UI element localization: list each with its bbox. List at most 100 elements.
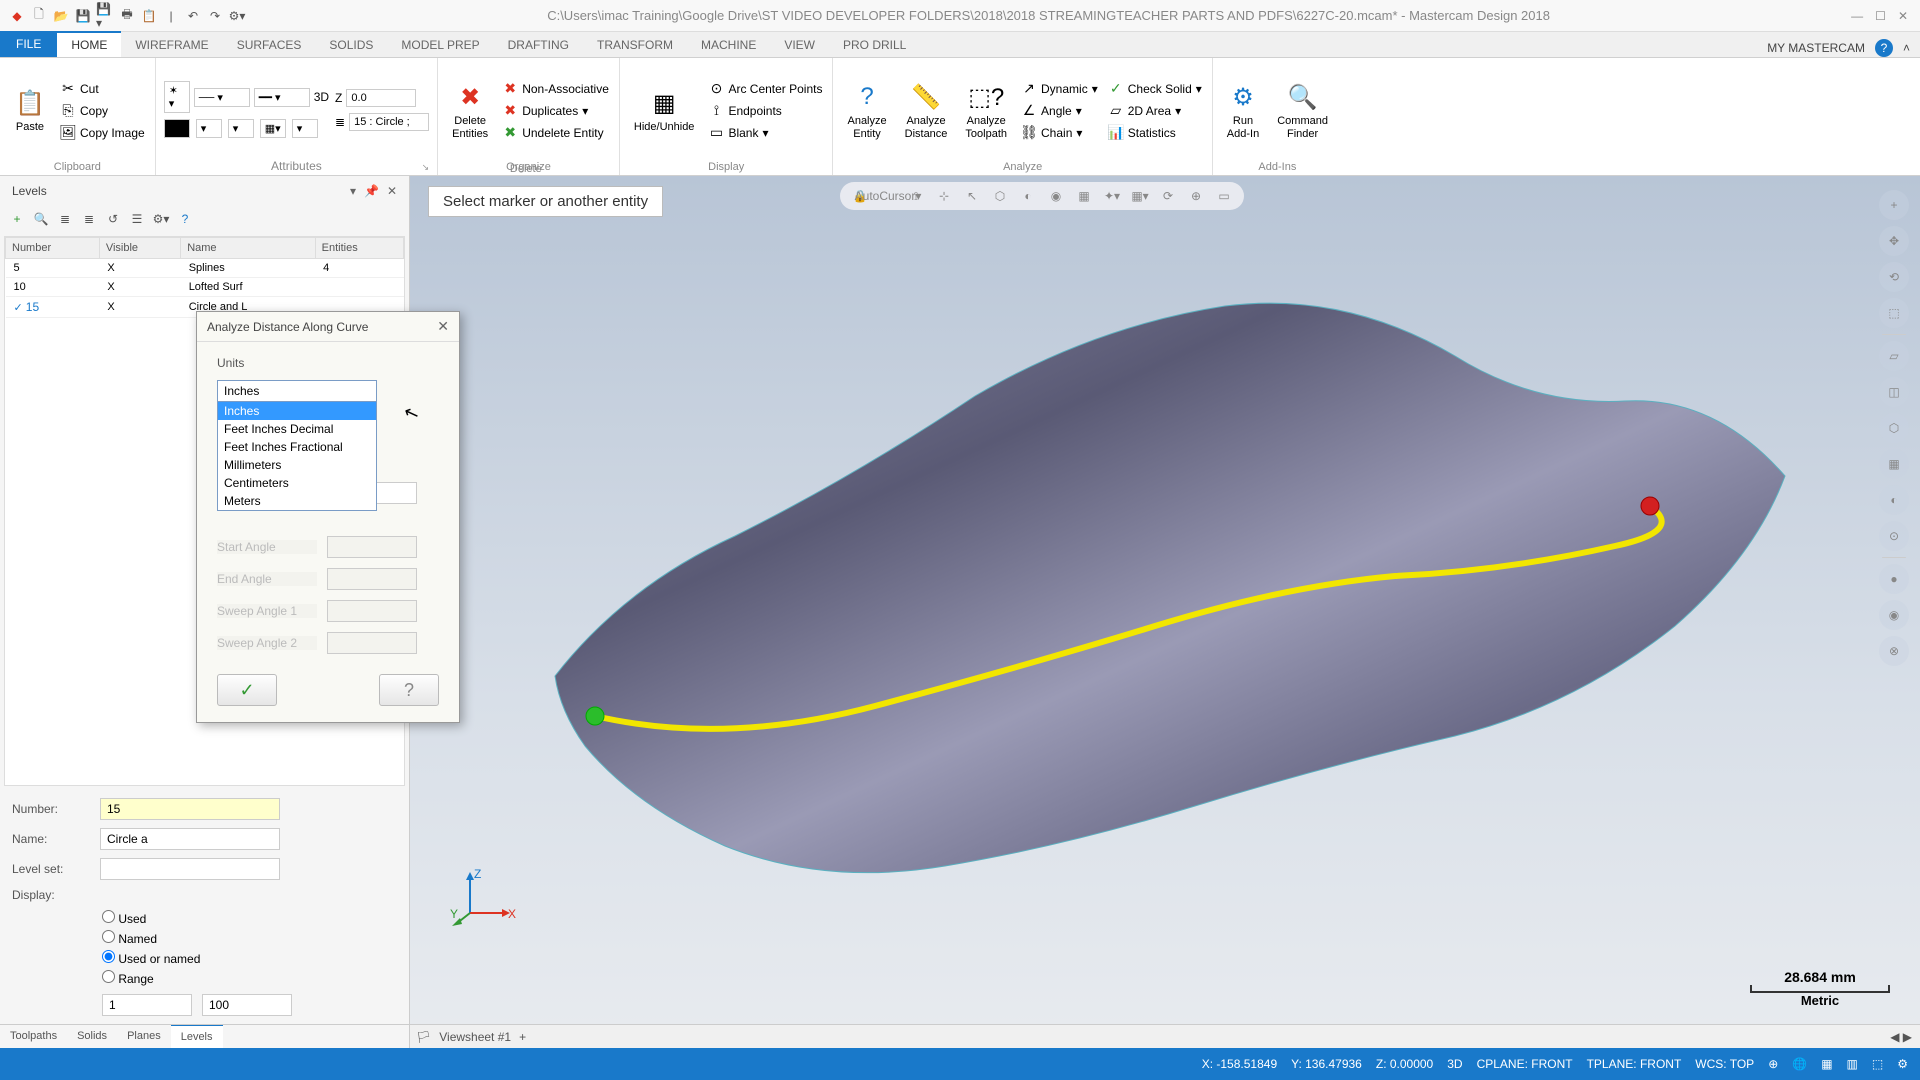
snap4-icon[interactable]: ⬡ bbox=[990, 186, 1010, 206]
help-icon[interactable]: ? bbox=[1875, 39, 1893, 57]
rt-view6-icon[interactable]: ⊙ bbox=[1879, 521, 1909, 551]
add-level-icon[interactable]: + bbox=[8, 210, 26, 228]
sb-icon3[interactable]: ▦ bbox=[1821, 1057, 1832, 1071]
my-mastercam-link[interactable]: MY MASTERCAM bbox=[1767, 41, 1865, 55]
number-input[interactable] bbox=[100, 798, 280, 820]
hideunhide-button[interactable]: ▦ Hide/Unhide bbox=[628, 85, 701, 135]
copy-button[interactable]: ⎘Copy bbox=[58, 101, 147, 121]
rt-view2-icon[interactable]: ◫ bbox=[1879, 377, 1909, 407]
units-combo[interactable]: Inches Inches Feet Inches Decimal Feet I… bbox=[217, 380, 377, 402]
dialog-ok-button[interactable]: ✓ bbox=[217, 674, 277, 706]
undelete-button[interactable]: ✖Undelete Entity bbox=[500, 123, 611, 143]
qat-print-icon[interactable]: 🖶 bbox=[118, 7, 136, 25]
autocursor-toggle[interactable]: AutoCursor ▾ bbox=[878, 186, 898, 206]
radio-usedornamed[interactable]: Used or named bbox=[102, 950, 397, 966]
status-wcs[interactable]: WCS: TOP bbox=[1695, 1057, 1754, 1071]
sb-icon1[interactable]: ⊕ bbox=[1768, 1057, 1778, 1071]
panel-dropdown-icon[interactable]: ▾ bbox=[350, 184, 356, 198]
col-number[interactable]: Number bbox=[6, 238, 100, 259]
statistics-button[interactable]: 📊Statistics bbox=[1106, 123, 1204, 143]
tab-modelprep[interactable]: MODEL PREP bbox=[387, 33, 493, 57]
checksolid-button[interactable]: ✓Check Solid ▾ bbox=[1106, 79, 1204, 99]
qat-saveas-icon[interactable]: 💾▾ bbox=[96, 7, 114, 25]
ptab-levels[interactable]: Levels bbox=[171, 1025, 223, 1048]
qat-open-icon[interactable]: 📂 bbox=[52, 7, 70, 25]
viewport[interactable]: Select marker or another entity 🔒 AutoCu… bbox=[410, 176, 1920, 1048]
arccenter-button[interactable]: ⊙Arc Center Points bbox=[706, 79, 824, 99]
linestyle-combo[interactable]: ── ▾ bbox=[194, 88, 250, 107]
units-option[interactable]: Feet Inches Fractional bbox=[218, 438, 376, 456]
misc-combo[interactable]: ▾ bbox=[292, 119, 318, 138]
viewsheet-tab[interactable]: Viewsheet #1 bbox=[439, 1030, 511, 1044]
qat-clipboard-icon[interactable]: 📋 bbox=[140, 7, 158, 25]
panel-close-icon[interactable]: ✕ bbox=[387, 184, 397, 198]
tab-wireframe[interactable]: WIREFRAME bbox=[121, 33, 222, 57]
ptab-toolpaths[interactable]: Toolpaths bbox=[0, 1025, 67, 1048]
level-combo[interactable] bbox=[349, 113, 429, 131]
angle-button[interactable]: ∠Angle ▾ bbox=[1019, 101, 1100, 121]
curve-start-marker[interactable] bbox=[586, 707, 604, 725]
col-visible[interactable]: Visible bbox=[99, 238, 180, 259]
delete-entities-button[interactable]: ✖ Delete Entities bbox=[446, 79, 494, 141]
table-row[interactable]: 5XSplines4 bbox=[6, 259, 404, 278]
color1-combo[interactable]: ▾ bbox=[164, 119, 190, 138]
grid-combo[interactable]: ▦▾ bbox=[260, 119, 286, 138]
analyze-entity-button[interactable]: ?Analyze Entity bbox=[841, 79, 892, 141]
snap5-icon[interactable]: ◐ bbox=[1018, 186, 1038, 206]
sb-icon4[interactable]: ▥ bbox=[1847, 1057, 1858, 1071]
units-option[interactable]: Feet Inches Decimal bbox=[218, 420, 376, 438]
levelset-input[interactable] bbox=[100, 858, 280, 880]
runaddin-button[interactable]: ⚙Run Add-In bbox=[1221, 79, 1265, 141]
help-panel-icon[interactable]: ? bbox=[176, 210, 194, 228]
z-input[interactable] bbox=[346, 89, 416, 107]
minimize-icon[interactable]: — bbox=[1851, 9, 1863, 23]
analyze-toolpath-button[interactable]: ⬚?Analyze Toolpath bbox=[959, 79, 1013, 141]
tab-solids[interactable]: SOLIDS bbox=[315, 33, 387, 57]
tab-home[interactable]: HOME bbox=[57, 31, 121, 57]
layers1-icon[interactable]: ≣ bbox=[56, 210, 74, 228]
ptab-planes[interactable]: Planes bbox=[117, 1025, 171, 1048]
rt-pan-icon[interactable]: ✥ bbox=[1879, 226, 1909, 256]
viewsheet-icon[interactable]: 🏳 bbox=[416, 1030, 431, 1044]
close-icon[interactable]: ✕ bbox=[1898, 9, 1908, 23]
rt-shade3-icon[interactable]: ⊗ bbox=[1879, 636, 1909, 666]
rt-view1-icon[interactable]: ▱ bbox=[1879, 341, 1909, 371]
radio-used[interactable]: Used bbox=[102, 910, 397, 926]
snap1-icon[interactable]: ⟟ bbox=[906, 186, 926, 206]
rt-shade2-icon[interactable]: ◉ bbox=[1879, 600, 1909, 630]
color2-combo[interactable]: ▾ bbox=[196, 119, 222, 138]
nonassoc-button[interactable]: ✖Non-Associative bbox=[500, 79, 611, 99]
curve-end-marker[interactable] bbox=[1641, 497, 1659, 515]
qat-undo-icon[interactable]: ↶ bbox=[184, 7, 202, 25]
ptab-solids[interactable]: Solids bbox=[67, 1025, 117, 1048]
tab-machine[interactable]: MACHINE bbox=[687, 33, 770, 57]
sb-icon5[interactable]: ⬚ bbox=[1872, 1057, 1883, 1071]
find-icon[interactable]: 🔍 bbox=[32, 210, 50, 228]
rt-shade1-icon[interactable]: ● bbox=[1879, 564, 1909, 594]
dynamic-button[interactable]: ↗Dynamic ▾ bbox=[1019, 79, 1100, 99]
viewsheet-add[interactable]: + bbox=[519, 1030, 526, 1044]
ribbon-collapse-icon[interactable]: ˄ bbox=[1903, 41, 1910, 55]
range-from-input[interactable] bbox=[102, 994, 192, 1016]
gear-icon[interactable]: ⚙▾ bbox=[152, 210, 170, 228]
snap3-icon[interactable]: ↖ bbox=[962, 186, 982, 206]
list-icon[interactable]: ☰ bbox=[128, 210, 146, 228]
dialog-help-button[interactable]: ? bbox=[379, 674, 439, 706]
tab-file[interactable]: FILE bbox=[0, 31, 57, 57]
dialog-close-icon[interactable]: ✕ bbox=[437, 318, 449, 335]
units-option[interactable]: Centimeters bbox=[218, 474, 376, 492]
snap9-icon[interactable]: ▦▾ bbox=[1130, 186, 1150, 206]
cut-button[interactable]: ✂Cut bbox=[58, 79, 147, 99]
col-name[interactable]: Name bbox=[181, 238, 315, 259]
rt-view4-icon[interactable]: ▦ bbox=[1879, 449, 1909, 479]
layers2-icon[interactable]: ≣ bbox=[80, 210, 98, 228]
table-row[interactable]: 10XLofted Surf bbox=[6, 278, 404, 297]
cmdfinder-button[interactable]: 🔍Command Finder bbox=[1271, 79, 1334, 141]
snap11-icon[interactable]: ⊕ bbox=[1186, 186, 1206, 206]
chain-button[interactable]: ⛓Chain ▾ bbox=[1019, 123, 1100, 143]
sb-icon6[interactable]: ⚙ bbox=[1897, 1057, 1908, 1071]
color3-combo[interactable]: ▾ bbox=[228, 119, 254, 138]
snap12-icon[interactable]: ▭ bbox=[1214, 186, 1234, 206]
tab-view[interactable]: VIEW bbox=[770, 33, 829, 57]
snap8-icon[interactable]: ✦▾ bbox=[1102, 186, 1122, 206]
